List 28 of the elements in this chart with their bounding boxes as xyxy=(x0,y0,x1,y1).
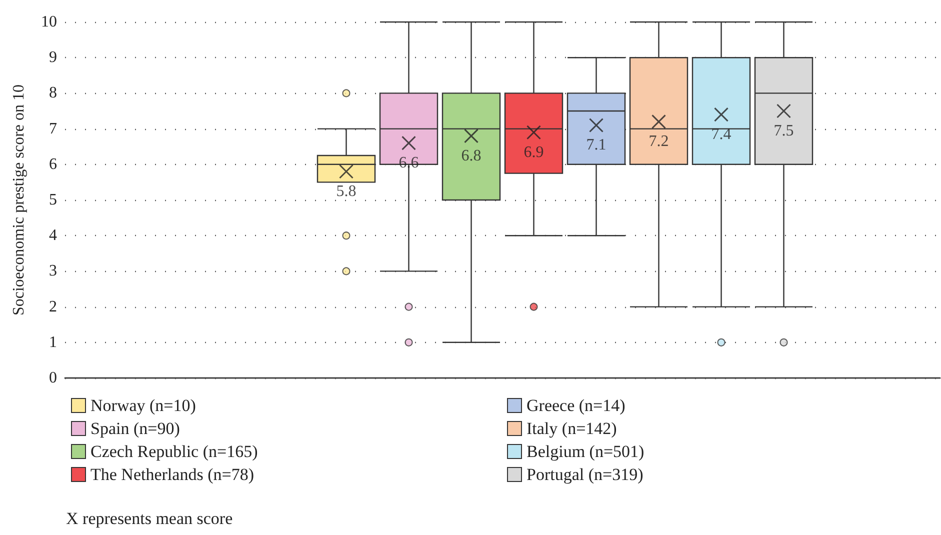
y-tick-label: 1 xyxy=(49,334,57,351)
y-tick-label: 9 xyxy=(49,49,57,66)
legend-label: Belgium (n=501) xyxy=(526,442,644,461)
legend-label: Norway (n=10) xyxy=(90,396,196,415)
text: 6.9 xyxy=(524,144,544,161)
y-tick-label: 3 xyxy=(49,262,57,280)
text: 7.4 xyxy=(711,126,732,144)
y-tick-label: 5 xyxy=(49,192,57,208)
text: 5.8 xyxy=(336,183,356,200)
y-tick-label: 6 xyxy=(49,156,57,173)
text: 7.2 xyxy=(648,133,669,150)
text: 6.8 xyxy=(461,147,482,164)
y-tick-label: 4 xyxy=(49,227,57,244)
legend-label: Portugal (n=319) xyxy=(526,465,644,484)
y-tick-label: 10 xyxy=(41,14,57,30)
y-tick-label: 8 xyxy=(49,84,57,102)
text: X represents mean score xyxy=(66,509,233,528)
legend-label: Spain (n=90) xyxy=(90,419,180,438)
legend-label: Czech Republic (n=165) xyxy=(90,442,258,461)
y-tick-label: 7 xyxy=(49,120,57,138)
text: 7.1 xyxy=(586,136,606,154)
legend-label: Greece (n=14) xyxy=(526,396,626,415)
text: 7.5 xyxy=(774,122,794,140)
y-tick-label: 0 xyxy=(49,370,57,386)
y-axis-title: Socioeconomic prestige score on 10 xyxy=(10,84,28,316)
y-tick-label: 2 xyxy=(49,298,57,316)
legend-label: The Netherlands (n=78) xyxy=(90,465,254,484)
legend-label: Italy (n=142) xyxy=(526,419,617,438)
